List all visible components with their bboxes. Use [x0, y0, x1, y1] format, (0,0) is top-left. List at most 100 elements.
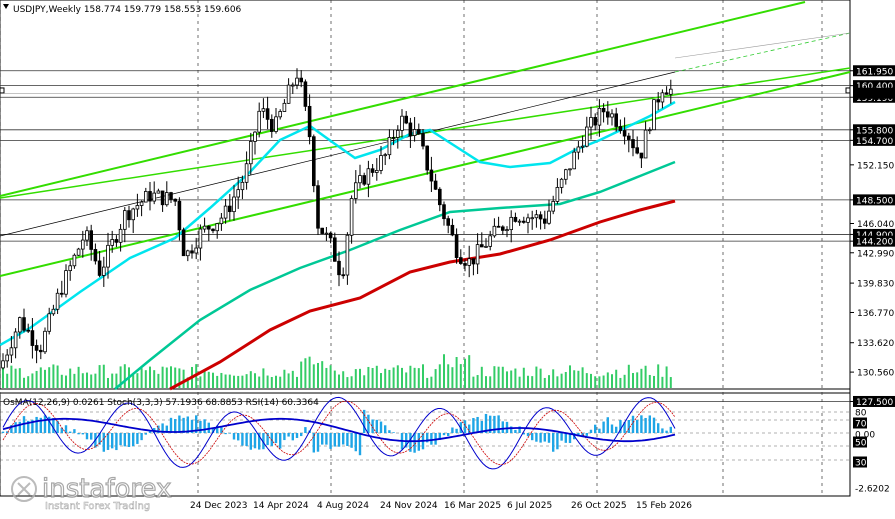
candle-body	[55, 292, 60, 310]
candle-body	[597, 107, 602, 126]
candlesticks	[1, 68, 673, 370]
candle-body	[370, 168, 375, 173]
price-level-label: 148.500	[856, 196, 893, 206]
candle-body	[395, 130, 400, 138]
trend-extension-line	[674, 32, 851, 73]
price-axis-label: 142.990	[857, 249, 894, 259]
price-axis-label: 146.040	[857, 220, 894, 230]
candle-body	[9, 347, 14, 356]
price-level-box	[853, 124, 895, 136]
candle-body	[484, 245, 488, 248]
candle-body	[429, 169, 434, 182]
candle-body	[102, 266, 106, 276]
candle-body	[303, 81, 308, 107]
candle-body	[631, 139, 635, 149]
candle-body	[34, 345, 39, 351]
time-axis-labels: 24 Dec 2023 14 Apr 2024 4 Aug 2024 24 Nov 2…	[190, 501, 692, 511]
candle-body	[206, 225, 211, 230]
candle-body	[366, 168, 371, 185]
logo-brand: instaforex	[42, 474, 171, 504]
candle-body	[240, 181, 245, 191]
candle-body	[135, 205, 140, 210]
candle-body	[164, 192, 169, 206]
time-axis-label: 24 Dec 2023	[190, 501, 248, 511]
candle-body	[173, 198, 178, 202]
candle-body	[618, 126, 623, 131]
candle-body	[374, 170, 379, 173]
symbol-dropdown-icon[interactable]	[3, 4, 9, 9]
candle-body	[437, 188, 442, 206]
candle-body	[391, 137, 396, 139]
candle-body	[13, 331, 18, 349]
price-level-label: 161.950	[856, 67, 893, 77]
price-level-box	[853, 395, 895, 407]
indicator-level-label: 30	[855, 459, 867, 469]
candle-body	[181, 229, 186, 257]
candle-body	[488, 235, 492, 247]
time-axis-label: 14 Apr 2024	[253, 501, 309, 511]
candle-body	[76, 248, 81, 256]
candle-body	[85, 230, 89, 241]
symbol-header: USDJPY,Weekly 158.774 159.779 158.553 15…	[3, 4, 242, 15]
candle-body	[324, 232, 329, 235]
candle-body	[148, 191, 152, 202]
candle-body	[274, 116, 278, 132]
candle-body	[89, 230, 94, 250]
volume-bars	[2, 354, 672, 388]
price-level-box	[853, 65, 895, 77]
candle-body	[383, 154, 387, 157]
candle-body	[261, 108, 266, 112]
candle-body	[215, 223, 220, 232]
price-level-label: 155.800	[856, 126, 893, 136]
candle-body	[610, 113, 614, 118]
candle-body	[345, 234, 350, 276]
indicator-header-text: OsMA(12,26,9) 0.0261 Stoch(3,3,3) 57.193…	[3, 398, 319, 408]
candle-body	[505, 229, 509, 232]
price-level-box	[853, 194, 895, 206]
candle-body	[143, 191, 148, 203]
candle-body	[265, 108, 270, 120]
time-axis-label: 6 Jul 2025	[507, 501, 552, 511]
candle-body	[72, 254, 77, 267]
candle-body	[589, 117, 593, 128]
candle-body	[60, 292, 64, 295]
channel-lower-line	[0, 71, 851, 277]
candle-body	[551, 201, 555, 212]
level-marker-right	[845, 87, 851, 94]
candle-body	[177, 200, 182, 231]
candle-body	[400, 115, 404, 131]
candle-body	[564, 169, 568, 180]
candle-body	[475, 244, 480, 265]
candle-body	[290, 84, 295, 87]
candle-body	[572, 151, 576, 170]
candle-body	[106, 244, 110, 268]
candle-body	[1, 360, 5, 369]
time-axis-label: 26 Oct 2025	[571, 501, 627, 511]
candle-body	[131, 208, 136, 221]
candle-body	[185, 250, 190, 257]
candle-body	[93, 249, 98, 262]
candle-body	[299, 77, 303, 83]
candle-body	[543, 218, 547, 224]
indicator-level-label: 70	[855, 420, 867, 430]
candle-body	[643, 129, 648, 159]
candle-body	[606, 111, 610, 118]
candle-body	[198, 228, 203, 249]
candle-body	[328, 232, 333, 239]
candle-body	[408, 122, 413, 136]
candle-body	[433, 180, 438, 190]
candle-body	[257, 110, 261, 133]
indicator-axis-label: 80	[855, 409, 867, 419]
price-axis-label: 139.830	[857, 280, 894, 290]
candle-body	[500, 226, 505, 231]
candle-body	[223, 205, 228, 219]
candle-body	[442, 204, 446, 220]
price-axis-label: 133.620	[857, 339, 894, 349]
price-axis-label: 152.150	[857, 161, 894, 171]
candle-body	[580, 145, 585, 148]
candle-body	[337, 260, 341, 276]
horizontal-levels	[0, 70, 851, 402]
candle-body	[311, 136, 316, 187]
